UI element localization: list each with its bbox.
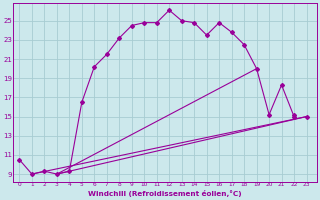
X-axis label: Windchill (Refroidissement éolien,°C): Windchill (Refroidissement éolien,°C) (88, 190, 242, 197)
